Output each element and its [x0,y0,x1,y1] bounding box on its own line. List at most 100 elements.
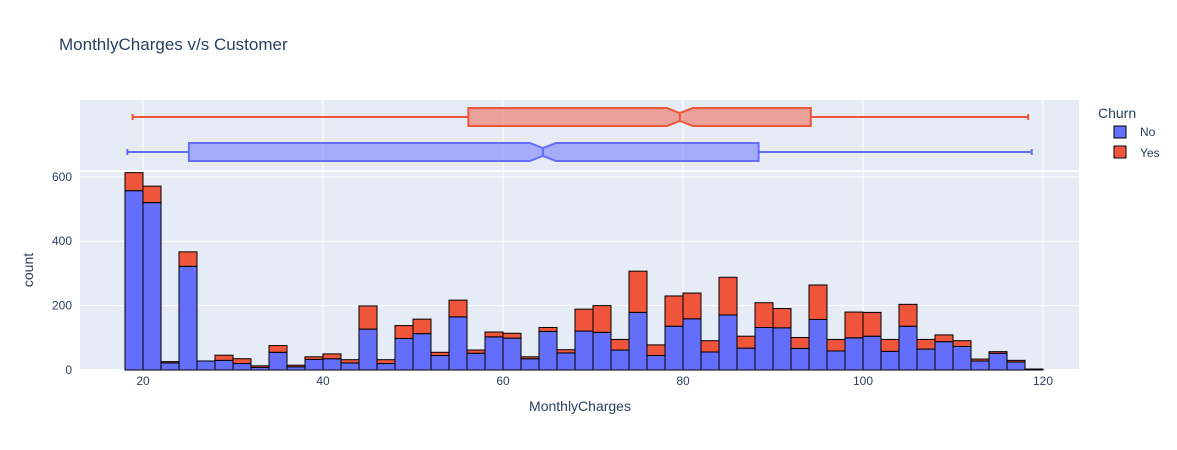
bar-no [214,359,234,371]
bar-no [808,318,828,371]
x-axis-ticks: 20 40 60 80 100 120 [136,374,1053,388]
bar-yes [754,302,774,329]
legend-label-no[interactable]: No [1140,125,1156,139]
bar-yes [376,359,396,365]
chart-title: MonthlyCharges v/s Customer [59,35,288,54]
x-tick-label: 40 [316,374,330,388]
bar-no [124,190,144,371]
bar-yes [430,351,450,357]
bar-yes [718,276,738,316]
bar-no [718,314,738,371]
bar-yes [556,349,576,354]
bar-yes [988,351,1008,354]
legend-label-yes[interactable]: Yes [1140,146,1160,160]
bar-no [772,327,792,371]
bar-no [754,327,774,371]
bar-no [970,360,990,371]
bar-no [394,337,414,371]
bar-yes [772,308,792,329]
legend-swatch-yes[interactable] [1113,145,1127,159]
bar-yes [790,336,810,349]
bar-yes [862,311,882,337]
bar-no [988,352,1008,371]
x-tick-label: 120 [1033,374,1053,388]
bar-no [358,328,378,371]
bar-no [196,360,216,371]
bar-no [574,330,594,371]
bar-yes [214,354,234,361]
bar-no [466,352,486,371]
bar-no [682,318,702,371]
bar-yes [592,305,612,333]
bar-yes [808,284,828,320]
bar-no [538,330,558,371]
bar-yes [124,172,144,192]
bar-yes [178,251,198,267]
box-no [187,142,760,162]
bar-yes [340,359,360,364]
bar-no [160,362,180,371]
bar-yes [358,305,378,330]
bar-no [430,355,450,371]
bar-yes [322,353,342,360]
bar-yes [394,325,414,339]
bar-no [610,349,630,371]
bar-yes [826,338,846,352]
bar-no [268,351,288,371]
histogram-bars [124,172,1044,371]
x-tick-label: 100 [853,374,873,388]
bar-yes [484,331,504,338]
bar-no [844,337,864,371]
bar-yes [520,356,540,360]
bar-yes [628,270,648,313]
bar-no [520,358,540,371]
y-axis-ticks: 0 200 400 600 [52,170,72,377]
bar-yes [916,338,936,350]
bar-no [412,333,432,371]
bar-no [232,363,252,371]
x-axis-title: MonthlyCharges [529,398,631,414]
bar-no [646,355,666,371]
y-tick-label: 400 [52,234,72,248]
bar-no [556,352,576,371]
y-tick-label: 0 [65,363,72,377]
bar-yes [574,308,594,332]
box-yes [467,107,812,127]
y-tick-label: 600 [52,170,72,184]
bar-no [934,341,954,371]
bar-yes [502,332,522,339]
bar-no [916,348,936,371]
boxplots [126,107,1033,162]
bar-yes [844,311,864,339]
bar-yes [610,338,630,351]
bar-no [448,316,468,371]
bar-yes [286,364,306,368]
bar-no [178,265,198,371]
bar-no [502,337,522,371]
bar-no [376,363,396,371]
bar-yes [880,338,900,352]
bar-yes [232,358,252,365]
y-axis-title: count [20,253,36,287]
legend-swatch-no[interactable] [1113,125,1127,139]
bar-no [664,325,684,371]
bar-no [304,358,324,371]
bar-yes [934,334,954,343]
bar-yes [700,340,720,353]
bar-no [880,350,900,371]
bar-no [862,335,882,371]
bar-yes [646,344,666,357]
x-tick-label: 80 [676,374,690,388]
bar-no [142,202,162,371]
bar-no [322,358,342,371]
bar-yes [736,335,756,349]
x-tick-label: 20 [136,374,150,388]
bar-no [592,331,612,371]
bar-yes [898,303,918,327]
bar-no [1024,368,1044,371]
bar-yes [250,365,270,368]
bar-no [898,325,918,371]
bar-yes [952,340,972,347]
bar-yes [1006,359,1026,363]
